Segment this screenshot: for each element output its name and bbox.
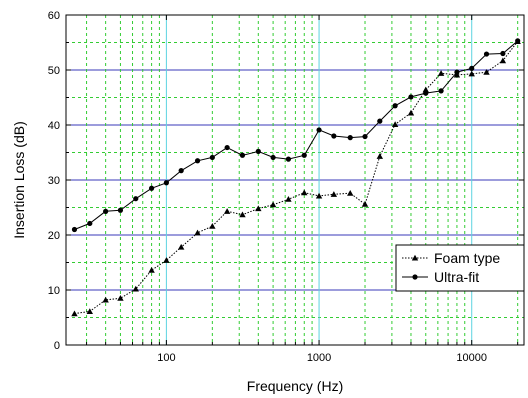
point-foam-type — [269, 201, 277, 208]
point-ultra-fit — [301, 152, 307, 158]
point-ultra-fit — [148, 185, 155, 191]
series-line-ultra-fit — [74, 40, 519, 230]
point-ultra-fit — [133, 196, 139, 202]
x-tick-label: 10000 — [456, 352, 487, 364]
point-ultra-fit — [87, 220, 93, 227]
point-ultra-fit — [515, 38, 521, 44]
legend-box — [395, 244, 525, 292]
point-foam-type — [499, 57, 507, 64]
point-ultra-fit — [285, 156, 292, 162]
legend-marker-ultra-fit — [412, 274, 418, 280]
point-foam-type — [347, 190, 354, 196]
point-ultra-fit — [71, 226, 78, 233]
point-ultra-fit — [438, 88, 444, 94]
point-ultra-fit — [362, 133, 368, 140]
series-layer — [71, 38, 521, 317]
point-foam-type — [376, 153, 384, 159]
point-ultra-fit — [377, 118, 383, 124]
point-ultra-fit — [316, 127, 322, 133]
point-foam-type — [132, 285, 139, 292]
point-foam-type — [437, 70, 445, 76]
point-ultra-fit — [483, 51, 490, 57]
point-foam-type — [285, 196, 292, 202]
axis-ticks: 0 10 20 30 40 50 60 100 1000 10000 — [48, 10, 524, 364]
y-tick-label: 0 — [54, 340, 60, 352]
point-foam-type — [391, 121, 399, 128]
point-ultra-fit — [454, 69, 460, 75]
legend: Foam type Ultra-fit — [395, 244, 525, 292]
x-tick-label: 1000 — [307, 352, 331, 364]
x-axis-title: Frequency (Hz) — [247, 378, 343, 394]
point-ultra-fit — [500, 50, 506, 57]
legend-label-ultra-fit: Ultra-fit — [434, 269, 479, 285]
point-foam-type — [223, 208, 231, 214]
point-ultra-fit — [270, 154, 276, 161]
point-foam-type — [177, 243, 185, 250]
point-ultra-fit — [255, 148, 261, 154]
point-foam-type — [148, 267, 155, 273]
point-ultra-fit — [347, 135, 353, 141]
point-foam-type — [315, 192, 323, 199]
series-line-foam-type — [74, 41, 519, 315]
point-ultra-fit — [178, 168, 184, 174]
point-ultra-fit — [331, 133, 337, 139]
y-tick-label: 60 — [48, 10, 60, 22]
x-tick-label: 100 — [157, 352, 175, 364]
point-ultra-fit — [408, 94, 414, 100]
y-tick-label: 20 — [48, 230, 60, 242]
point-foam-type — [468, 70, 475, 77]
point-ultra-fit — [117, 207, 124, 213]
legend-label-foam-type: Foam type — [434, 250, 500, 266]
y-tick-label: 50 — [48, 65, 60, 77]
point-foam-type — [361, 201, 369, 207]
point-foam-type — [163, 257, 170, 263]
point-foam-type — [407, 109, 415, 116]
point-foam-type — [71, 310, 78, 317]
y-axis-title: Insertion Loss (dB) — [11, 121, 27, 239]
point-ultra-fit — [163, 180, 169, 186]
point-foam-type — [102, 296, 109, 303]
point-ultra-fit — [209, 154, 215, 161]
point-ultra-fit — [239, 152, 246, 158]
point-foam-type — [209, 223, 216, 229]
point-foam-type — [422, 86, 429, 93]
point-foam-type — [483, 69, 490, 75]
point-ultra-fit — [423, 90, 429, 96]
point-ultra-fit — [103, 208, 109, 214]
point-ultra-fit — [392, 103, 398, 109]
point-foam-type — [239, 211, 246, 218]
point-ultra-fit — [194, 158, 201, 164]
point-foam-type — [330, 191, 338, 197]
grid-layer — [66, 15, 524, 345]
point-foam-type — [117, 295, 124, 301]
point-ultra-fit — [469, 65, 475, 71]
point-foam-type — [86, 308, 93, 315]
point-foam-type — [194, 229, 201, 236]
point-foam-type — [255, 205, 262, 212]
y-tick-label: 30 — [48, 175, 60, 187]
y-tick-label: 10 — [48, 285, 60, 297]
point-foam-type — [301, 189, 308, 196]
point-ultra-fit — [224, 144, 230, 151]
y-tick-label: 40 — [48, 120, 60, 132]
legend-marker-foam-type — [411, 254, 419, 261]
